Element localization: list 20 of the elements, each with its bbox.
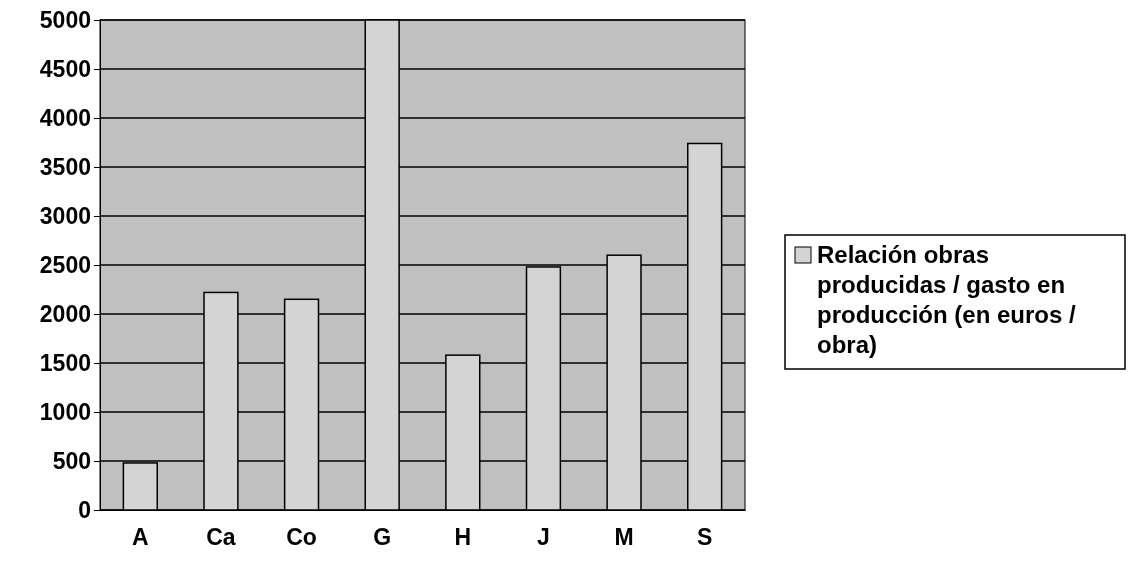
y-tick-label: 4500: [39, 55, 91, 82]
y-tick-label: 4000: [39, 104, 91, 131]
x-tick-label: Co: [286, 524, 317, 551]
y-tick-label: 1500: [39, 349, 91, 376]
y-tick-label: 3500: [39, 153, 91, 180]
y-tick-label: 2500: [39, 251, 91, 278]
y-tick-label: 0: [78, 496, 91, 523]
y-tick-label: 2000: [39, 300, 91, 327]
x-tick-label: Ca: [206, 524, 236, 551]
x-tick-label: S: [697, 524, 713, 551]
x-tick-label: M: [614, 524, 634, 551]
x-tick-label: H: [454, 524, 472, 551]
legend-label: Relación obras producidas / gasto en producción (en euros / obra): [817, 241, 1077, 358]
y-tick-label: 5000: [39, 6, 91, 33]
x-tick-label: A: [132, 524, 149, 551]
y-tick-label: 500: [52, 447, 91, 474]
y-tick-label: 3000: [39, 202, 91, 229]
x-tick-label: J: [537, 524, 550, 551]
y-tick-label: 1000: [39, 398, 91, 425]
x-tick-label: G: [373, 524, 392, 551]
